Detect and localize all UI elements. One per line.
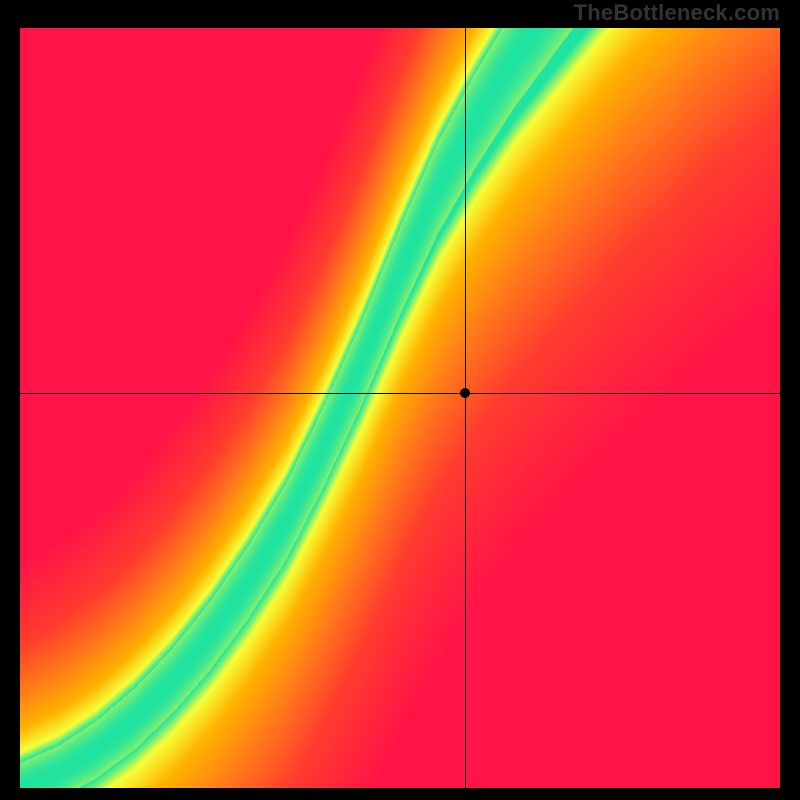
crosshair-horizontal [20,393,780,394]
attribution-label: TheBottleneck.com [574,0,780,26]
chart-frame: TheBottleneck.com [0,0,800,800]
heatmap-canvas [20,28,780,788]
crosshair-vertical [465,28,466,788]
crosshair-marker [460,388,470,398]
heatmap-plot [20,28,780,788]
